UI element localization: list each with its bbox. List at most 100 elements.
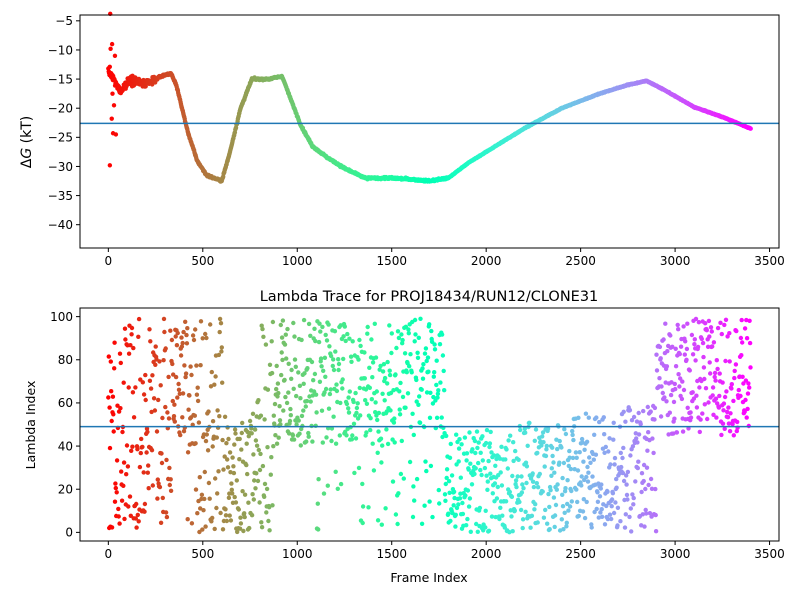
lambda-point bbox=[171, 414, 177, 419]
lambda-point bbox=[262, 417, 267, 422]
lambda-point bbox=[714, 415, 719, 420]
lambda-point bbox=[453, 512, 458, 517]
delta-g-panel: 0 500 1000 1500 2000 2500 3000 3500 −40 −35 −30 −2… bbox=[19, 11, 785, 268]
lambda-point bbox=[641, 478, 646, 484]
lambda-point bbox=[636, 459, 641, 464]
lambda-point bbox=[187, 393, 192, 398]
lambda-point bbox=[299, 413, 305, 419]
lambda-point bbox=[678, 376, 683, 381]
lambda-point bbox=[440, 353, 446, 358]
lambda-point bbox=[180, 340, 185, 346]
lambda-point bbox=[212, 526, 217, 532]
lambda-point bbox=[690, 352, 696, 357]
lambda-point bbox=[204, 335, 209, 341]
lambda-point bbox=[692, 342, 697, 347]
lambda-point bbox=[435, 391, 441, 396]
lambda-point bbox=[460, 500, 465, 506]
lambda-point bbox=[513, 448, 518, 454]
lambda-point bbox=[564, 520, 569, 525]
lambda-point bbox=[736, 387, 741, 393]
lambda-point bbox=[360, 504, 366, 509]
lambda-point bbox=[395, 521, 400, 527]
lambda-point bbox=[535, 450, 540, 456]
lambda-point bbox=[229, 481, 234, 486]
lambda-point bbox=[664, 399, 669, 404]
y-tick-label: 20 bbox=[58, 483, 73, 497]
lambda-point bbox=[195, 385, 200, 390]
lambda-point bbox=[633, 479, 638, 484]
y-tick-label: 40 bbox=[58, 439, 73, 453]
lambda-point bbox=[168, 328, 173, 333]
lambda-point bbox=[727, 331, 732, 336]
lambda-point bbox=[653, 529, 659, 534]
lambda-point bbox=[296, 418, 301, 423]
lambda-point bbox=[387, 372, 393, 378]
lambda-point bbox=[260, 463, 266, 469]
lambda-point bbox=[722, 394, 728, 400]
lambda-point bbox=[257, 467, 263, 473]
lambda-point bbox=[163, 510, 169, 515]
lambda-point bbox=[581, 459, 586, 464]
lambda-point bbox=[109, 525, 115, 530]
lambda-point bbox=[292, 357, 298, 362]
lambda-point bbox=[387, 368, 392, 373]
lambda-point bbox=[118, 406, 123, 411]
lambda-point bbox=[466, 467, 471, 472]
lambda-point bbox=[738, 393, 743, 399]
lambda-point bbox=[374, 389, 379, 394]
lambda-point bbox=[338, 323, 343, 328]
lambda-point bbox=[529, 513, 535, 518]
y-tick-label: 60 bbox=[58, 396, 73, 410]
lambda-point bbox=[343, 429, 348, 434]
lambda-point bbox=[322, 390, 327, 395]
lambda-point bbox=[175, 330, 180, 336]
lambda-point bbox=[543, 507, 548, 513]
lambda-point bbox=[193, 327, 198, 332]
lambda-point bbox=[565, 478, 570, 483]
lambda-point bbox=[599, 482, 604, 487]
lambda-point bbox=[107, 445, 113, 451]
lambda-point bbox=[714, 358, 719, 363]
lambda-point bbox=[525, 443, 530, 448]
lambda-point bbox=[313, 338, 318, 344]
lambda-point bbox=[277, 404, 282, 409]
lambda-point bbox=[117, 351, 123, 356]
lambda-point bbox=[503, 499, 509, 504]
lambda-point bbox=[722, 322, 727, 328]
lambda-point bbox=[544, 447, 549, 452]
lambda-point bbox=[621, 445, 626, 451]
lambda-x-axis-label: Frame Index bbox=[390, 570, 467, 585]
lambda-point bbox=[207, 496, 212, 501]
lambda-point bbox=[179, 344, 185, 349]
lambda-point bbox=[486, 528, 492, 533]
lambda-point bbox=[530, 479, 536, 484]
lambda-point bbox=[275, 394, 280, 399]
lambda-point bbox=[321, 491, 327, 496]
lambda-point bbox=[448, 441, 453, 447]
lambda-point bbox=[239, 447, 244, 452]
lambda-point bbox=[179, 335, 184, 340]
lambda-point bbox=[240, 420, 245, 426]
lambda-point bbox=[298, 443, 303, 448]
lambda-point bbox=[520, 482, 525, 487]
lambda-point bbox=[731, 433, 736, 438]
lambda-point bbox=[485, 487, 490, 492]
lambda-point bbox=[449, 473, 455, 478]
lambda-point bbox=[326, 406, 332, 411]
lambda-point bbox=[571, 437, 576, 443]
lambda-point bbox=[541, 515, 547, 520]
lambda-point bbox=[213, 374, 218, 379]
lambda-point bbox=[391, 388, 396, 393]
lambda-point bbox=[707, 360, 712, 365]
lambda-point bbox=[304, 439, 309, 444]
lambda-point bbox=[136, 316, 142, 322]
lambda-point bbox=[259, 323, 264, 328]
lambda-point bbox=[535, 520, 540, 525]
lambda-point bbox=[468, 529, 473, 534]
lambda-point bbox=[123, 337, 128, 342]
lambda-point bbox=[409, 370, 414, 375]
lambda-point bbox=[693, 358, 698, 363]
lambda-point bbox=[368, 427, 373, 433]
lambda-point bbox=[160, 415, 165, 421]
delta-g-axes-frame bbox=[79, 14, 780, 249]
